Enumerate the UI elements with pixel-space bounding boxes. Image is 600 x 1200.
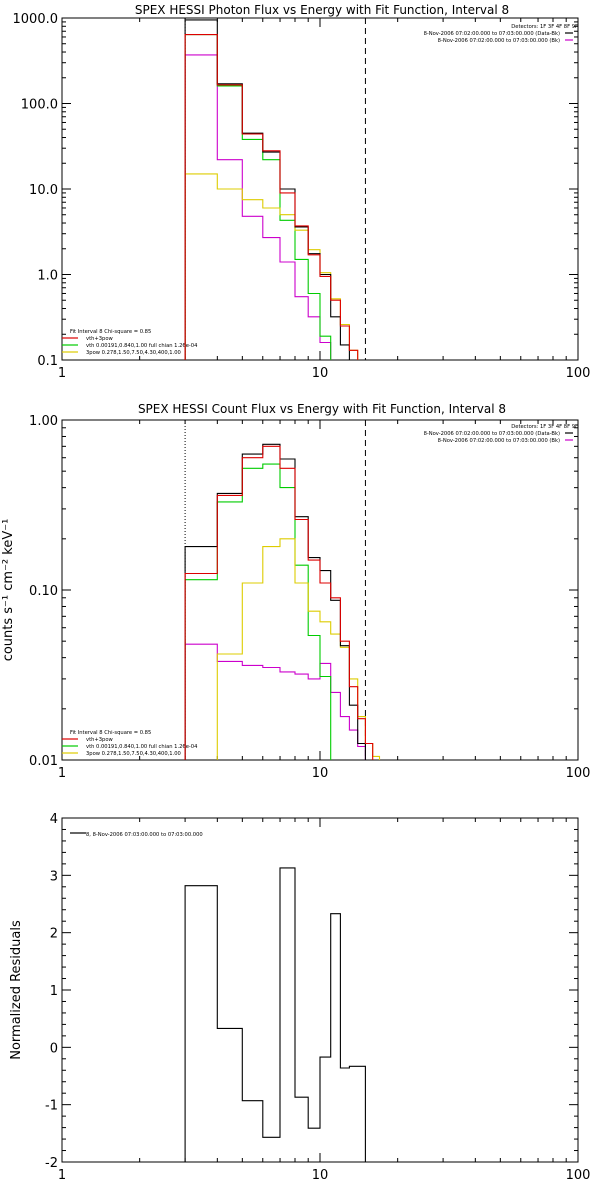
panel-1-info-line: 8-Nov-2006 07:02:00.000 to 07:03:00.000 …: [438, 38, 560, 44]
panel-1-legend-line: vth+3pow: [86, 336, 114, 342]
x-tick-label: 1: [58, 366, 66, 381]
residuals-panel: Normalized Residuals 8, 8-Nov-2006 07:03…: [9, 812, 590, 1183]
panel-2-y-axis-label: counts s⁻¹ cm⁻² keV⁻¹: [1, 519, 16, 662]
y-tick-label: 0.01: [29, 754, 58, 769]
x-tick-label: 100: [566, 1168, 591, 1183]
panel-1-info-line: Detectors: 1F 3F 4F 8F 9F: [511, 24, 578, 30]
y-tick-label: -1: [45, 1099, 58, 1114]
photon-flux-panel: SPEX HESSI Photon Flux vs Energy with Fi…: [13, 3, 591, 381]
y-tick-label: 3: [50, 869, 58, 884]
panel-3-legend-line: 8, 8-Nov-2006 07:03:00.000 to 07:03:00.0…: [86, 832, 203, 838]
panel-1-legend-line: vth 0.00191,0.840,1.00 full chian 1.26e-…: [86, 343, 198, 349]
series-line: [184, 173, 359, 360]
x-tick-label: 10: [312, 366, 329, 381]
series-line: [184, 34, 359, 360]
series-line: [184, 867, 366, 1162]
panel-2-title: SPEX HESSI Count Flux vs Energy with Fit…: [138, 402, 506, 416]
panel-2-info-line: 8-Nov-2006 07:02:00.000 to 07:03:00.000 …: [424, 431, 560, 437]
y-tick-label: 1.0: [37, 269, 58, 284]
y-tick-label: -2: [45, 1156, 58, 1171]
y-tick-label: 0: [50, 1041, 58, 1056]
y-tick-label: 1.00: [29, 414, 58, 429]
panel-2-legend-line: vth+3pow: [86, 737, 114, 743]
x-tick-label: 10: [312, 766, 329, 781]
panel-2-info-line: Detectors: 1F 3F 4F 8F 9F: [511, 424, 578, 430]
y-tick-label: 1000.0: [13, 12, 59, 27]
y-tick-label: 100.0: [21, 98, 58, 113]
panel-2-info-line: 8-Nov-2006 07:02:00.000 to 07:03:00.000 …: [438, 438, 560, 444]
y-tick-label: 2: [50, 927, 58, 942]
panel-1-info-line: 8-Nov-2006 07:02:00.000 to 07:03:00.000 …: [424, 31, 560, 37]
x-tick-label: 1: [58, 1168, 66, 1183]
panel-3-y-axis-label: Normalized Residuals: [9, 920, 24, 1060]
panel-2-legend-line: vth 0.00191,0.840,1.00 full chian 1.26e-…: [86, 744, 198, 750]
count-flux-panel: SPEX HESSI Count Flux vs Energy with Fit…: [1, 402, 590, 781]
y-tick-label: 0.1: [37, 354, 58, 369]
x-tick-label: 1: [58, 766, 66, 781]
panel-2-legend-line: Fit Interval 8 Chi-square = 0.85: [70, 730, 151, 736]
y-tick-label: 1: [50, 984, 58, 999]
x-tick-label: 100: [566, 366, 591, 381]
series-line: [184, 643, 366, 760]
panel-1-title: SPEX HESSI Photon Flux vs Energy with Fi…: [135, 3, 509, 17]
panel-1-legend-line: Fit Interval 8 Chi-square = 0.85: [70, 329, 151, 335]
y-tick-label: 4: [50, 812, 58, 827]
x-tick-label: 10: [312, 1168, 329, 1183]
series-line: [184, 445, 374, 760]
x-tick-label: 100: [566, 766, 591, 781]
y-tick-label: 0.10: [29, 584, 58, 599]
panel-2-legend-line: 3pow 0.278,1.50,7.50,4.30,400,1.00: [86, 751, 181, 757]
y-tick-label: 10.0: [29, 183, 58, 198]
panel-1-legend-line: 3pow 0.278,1.50,7.50,4.30,400,1.00: [86, 350, 181, 356]
